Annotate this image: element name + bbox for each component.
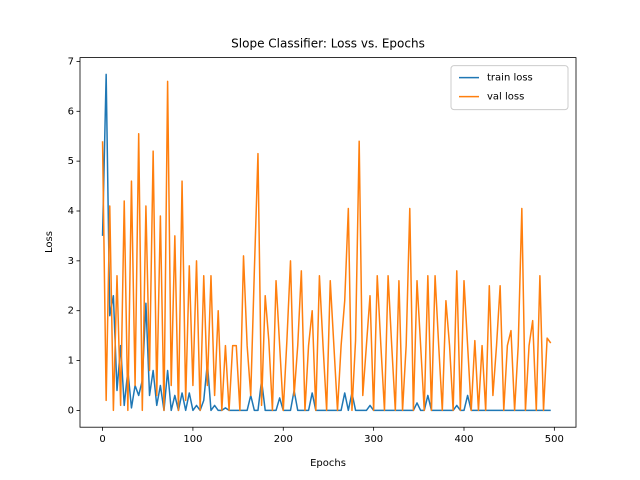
legend-box (450, 65, 569, 111)
x-tick-label: 300 (364, 434, 383, 445)
legend-label: val loss (487, 92, 524, 103)
x-tick-label: 500 (545, 434, 564, 445)
y-tick-label: 2 (68, 306, 74, 317)
y-tick-label: 5 (68, 156, 74, 167)
x-tick-label: 200 (274, 434, 293, 445)
x-tick-label: 0 (99, 434, 105, 445)
y-axis-label: Loss (44, 231, 55, 253)
y-tick-label: 3 (68, 256, 74, 267)
x-tick-label: 400 (454, 434, 473, 445)
chart-title: Slope Classifier: Loss vs. Epochs (231, 37, 425, 51)
x-tick-label: 100 (183, 434, 202, 445)
y-tick-label: 1 (68, 356, 74, 367)
y-tick-label: 7 (68, 56, 74, 67)
y-tick-label: 4 (68, 206, 74, 217)
y-tick-label: 6 (68, 106, 74, 117)
legend-label: train loss (487, 73, 533, 84)
x-axis-label: Epochs (310, 458, 346, 469)
y-tick-label: 0 (68, 405, 74, 416)
line-series (101, 80, 552, 412)
plot-frame (79, 57, 577, 428)
